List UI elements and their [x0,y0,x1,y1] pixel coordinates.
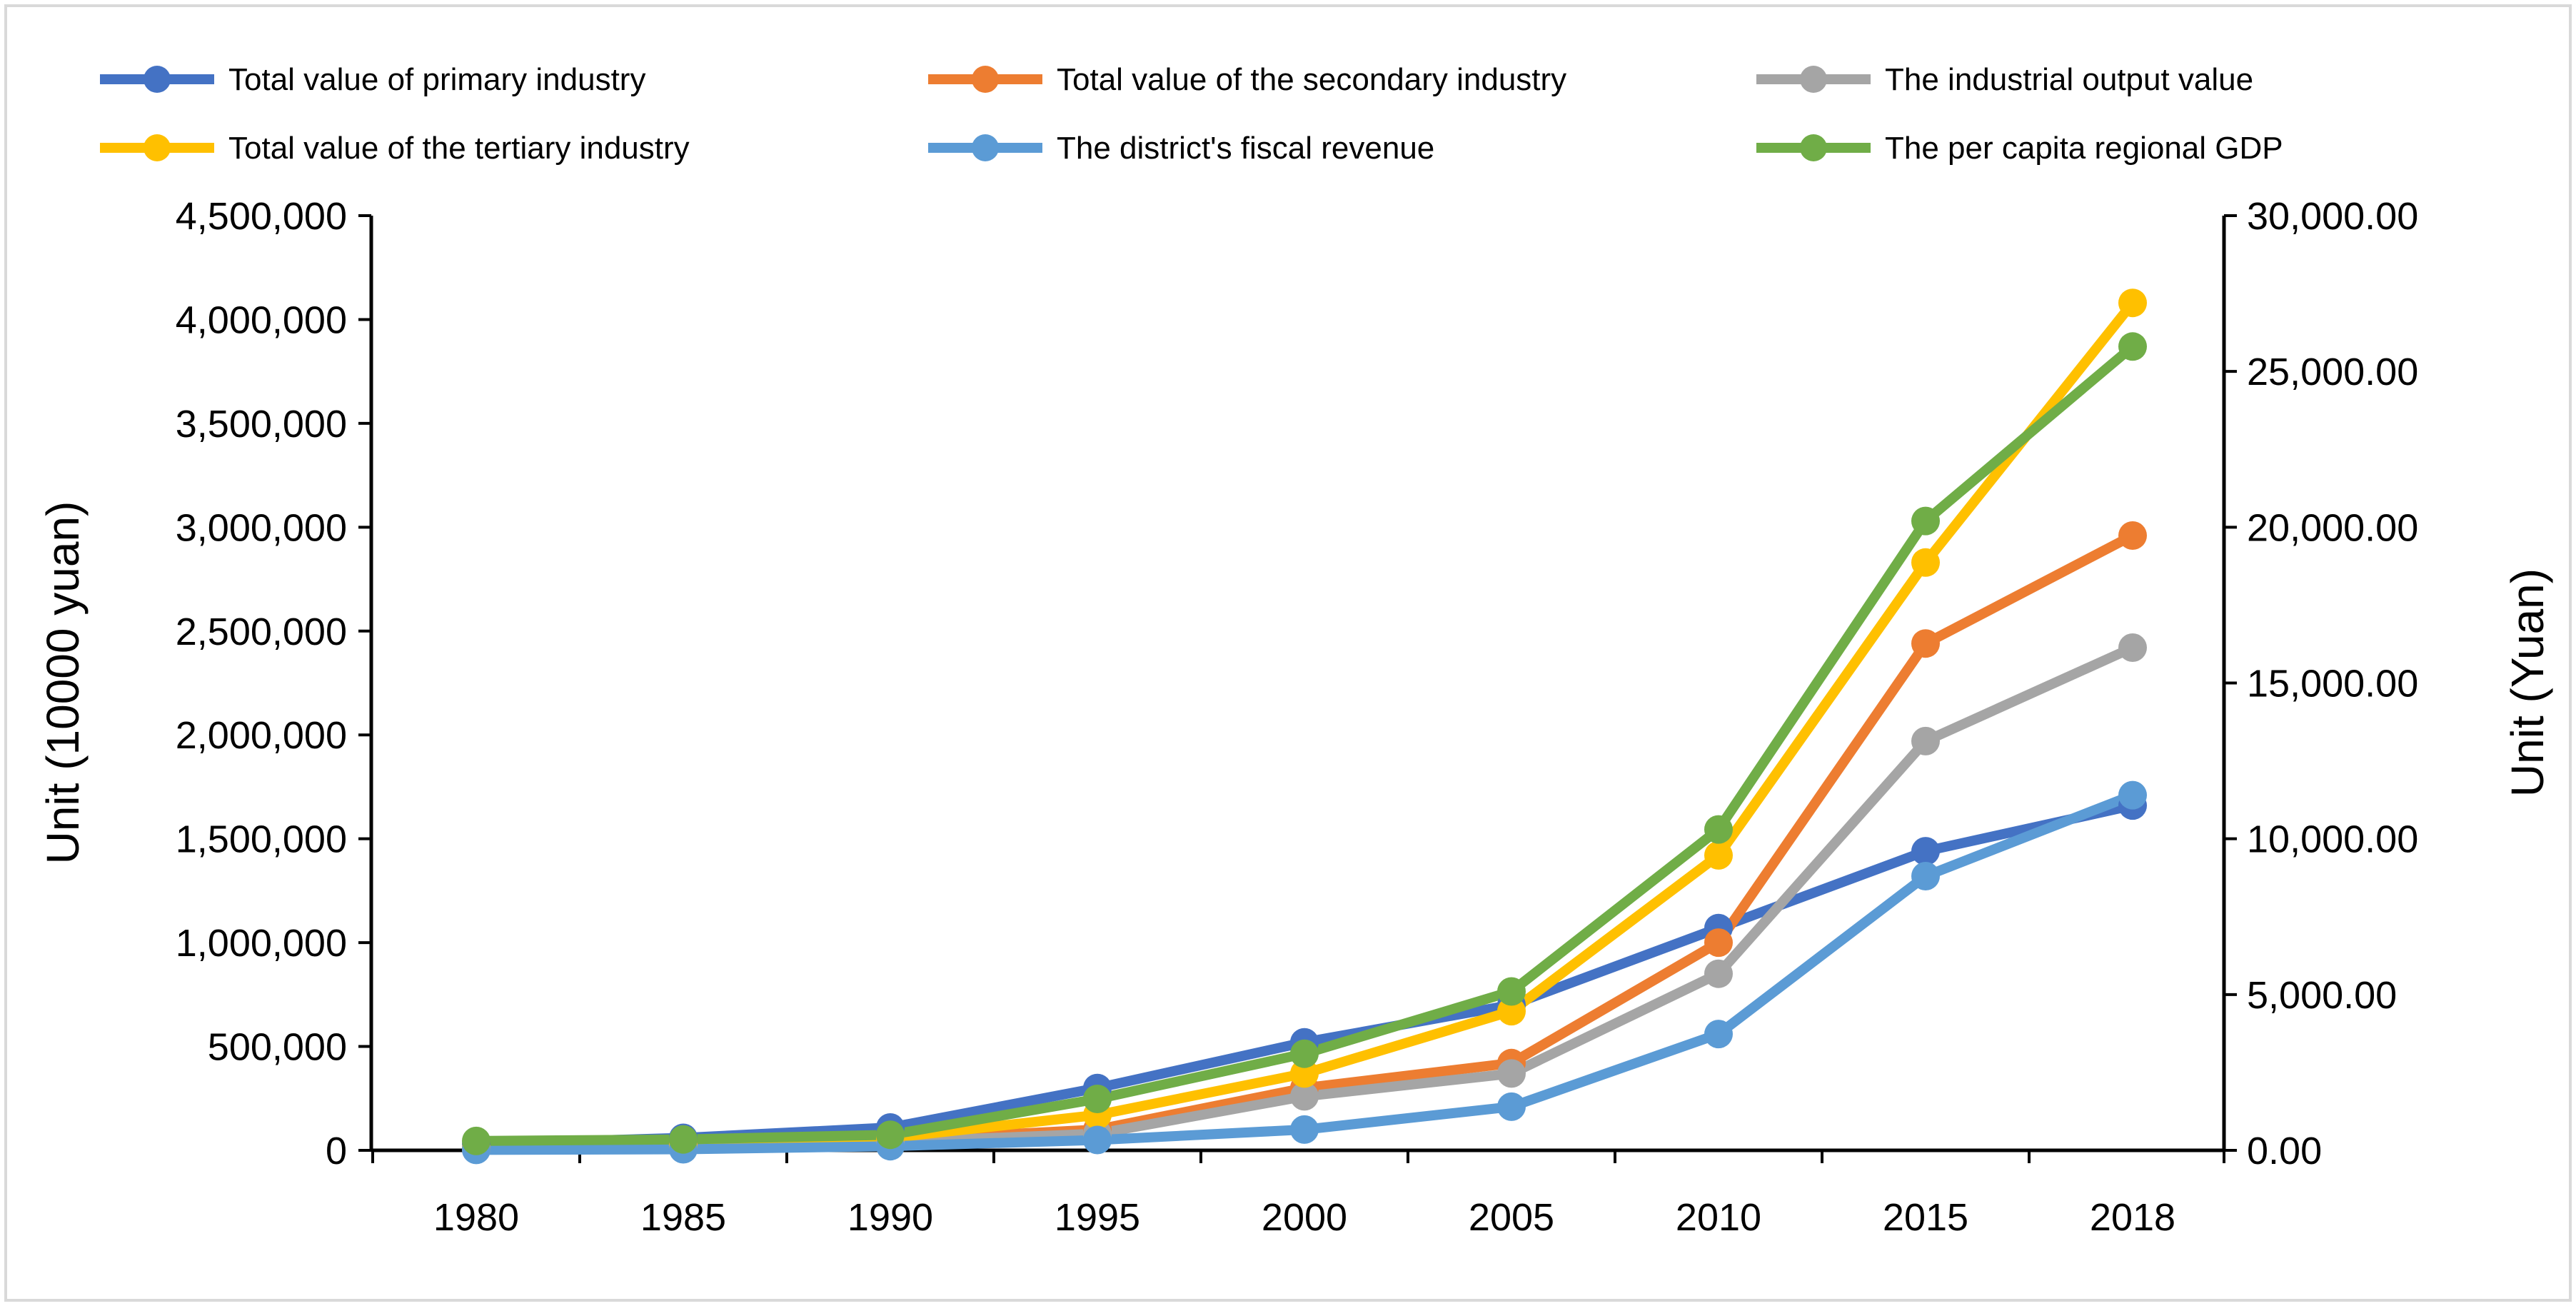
x-tick-label: 1985 [640,1196,726,1239]
left-y-axis-title: Unit (10000 yuan) [37,501,89,865]
series-4-point [1290,1059,1319,1088]
x-tick-label: 1980 [433,1196,519,1239]
series-5-point [1704,1020,1733,1049]
legend-entry-label: The industrial output value [1885,62,2253,97]
left-y-tick-label: 0 [326,1130,347,1172]
right-y-tick-label: 20,000.00 [2247,506,2418,549]
legend-entry-label: The per capita regional GDP [1885,131,2283,166]
series-5-point [2118,780,2147,810]
series-points [462,288,2147,1165]
series-4-point [2118,288,2147,318]
series-6-point [2118,332,2147,361]
series-3-point [1290,1082,1319,1111]
series-5-point [1290,1115,1319,1144]
series-2-point [1704,928,1733,958]
x-tick-label: 1990 [847,1196,933,1239]
axes: 0 500,000 1,000,000 1,500,000 2,000,000 2,500… [37,195,2553,1239]
left-y-tick-label: 1,500,000 [176,818,347,861]
right-y-tick-label: 5,000.00 [2247,974,2397,1017]
series-6-point [1290,1039,1319,1068]
series-5-point [1497,1092,1526,1121]
left-y-tick-label: 4,000,000 [176,298,347,341]
left-y-tick-label: 2,500,000 [176,611,347,653]
left-y-tick-label: 1,000,000 [176,922,347,965]
legend-swatch-marker [1800,66,1827,93]
series-6-point [1083,1085,1112,1113]
series-3-point [1497,1059,1526,1088]
legend-swatch-marker [144,134,171,161]
right-y-tick-label: 30,000.00 [2247,195,2418,238]
series-4-point [1704,840,1733,870]
series-2-point [2118,521,2147,550]
series-6-point [669,1125,698,1154]
series-6-point [1911,506,1940,536]
legend-entry-label: Total value of primary industry [228,62,645,97]
left-y-tick-label: 4,500,000 [176,195,347,238]
left-y-tick-label: 3,000,000 [176,506,347,549]
legend-entry-label: Total value of the tertiary industry [228,131,690,166]
x-ticks: 1980 1985 1990 1995 2000 2005 2010 2015 2018 [371,1150,2225,1239]
series-4-point [1497,997,1526,1026]
right-y-axis-title: Unit (Yuan) [2502,568,2553,797]
left-y-tick-label: 500,000 [208,1026,347,1069]
x-tick-label: 2000 [1262,1196,1347,1239]
right-y-ticks: 0.00 5,000.00 10,000.00 15,000.00 20,000.00 2… [2224,195,2418,1172]
chart-border [4,4,2572,1302]
series-3-point [1911,726,1940,755]
legend-entry-label: The district's fiscal revenue [1057,131,1434,166]
series-3-point [1704,959,1733,988]
series-5-point [1083,1125,1112,1155]
x-tick-label: 2018 [2090,1196,2175,1239]
series-5-point [1911,862,1940,890]
right-y-tick-label: 25,000.00 [2247,351,2418,393]
left-y-tick-label: 3,500,000 [176,403,347,446]
x-tick-label: 2005 [1469,1196,1554,1239]
legend: Total value of primary industry Total val… [100,62,2283,166]
legend-entry-label: Total value of the secondary industry [1057,62,1566,97]
series-6-point [876,1120,905,1150]
legend-swatch-marker [972,66,999,93]
legend-swatch-marker [1800,134,1827,161]
series-6-point [1704,815,1733,844]
x-tick-label: 2010 [1676,1196,1761,1239]
x-tick-label: 1995 [1055,1196,1140,1239]
x-tick-label: 2015 [1883,1196,1968,1239]
series-3-point [2118,633,2147,662]
legend-swatch-marker [144,66,171,93]
legend-swatch-marker [972,134,999,161]
series-2-point [1911,629,1940,658]
left-y-tick-label: 2,000,000 [176,714,347,757]
series-1-point [1911,837,1940,866]
left-y-ticks: 0 500,000 1,000,000 1,500,000 2,000,000 2,500… [176,195,371,1172]
series-4-point [1911,548,1940,577]
series-6-point [1497,977,1526,1006]
right-y-tick-label: 15,000.00 [2247,663,2418,705]
right-y-tick-label: 0.00 [2247,1130,2322,1172]
series-6-point [462,1126,490,1155]
right-y-tick-label: 10,000.00 [2247,818,2418,861]
